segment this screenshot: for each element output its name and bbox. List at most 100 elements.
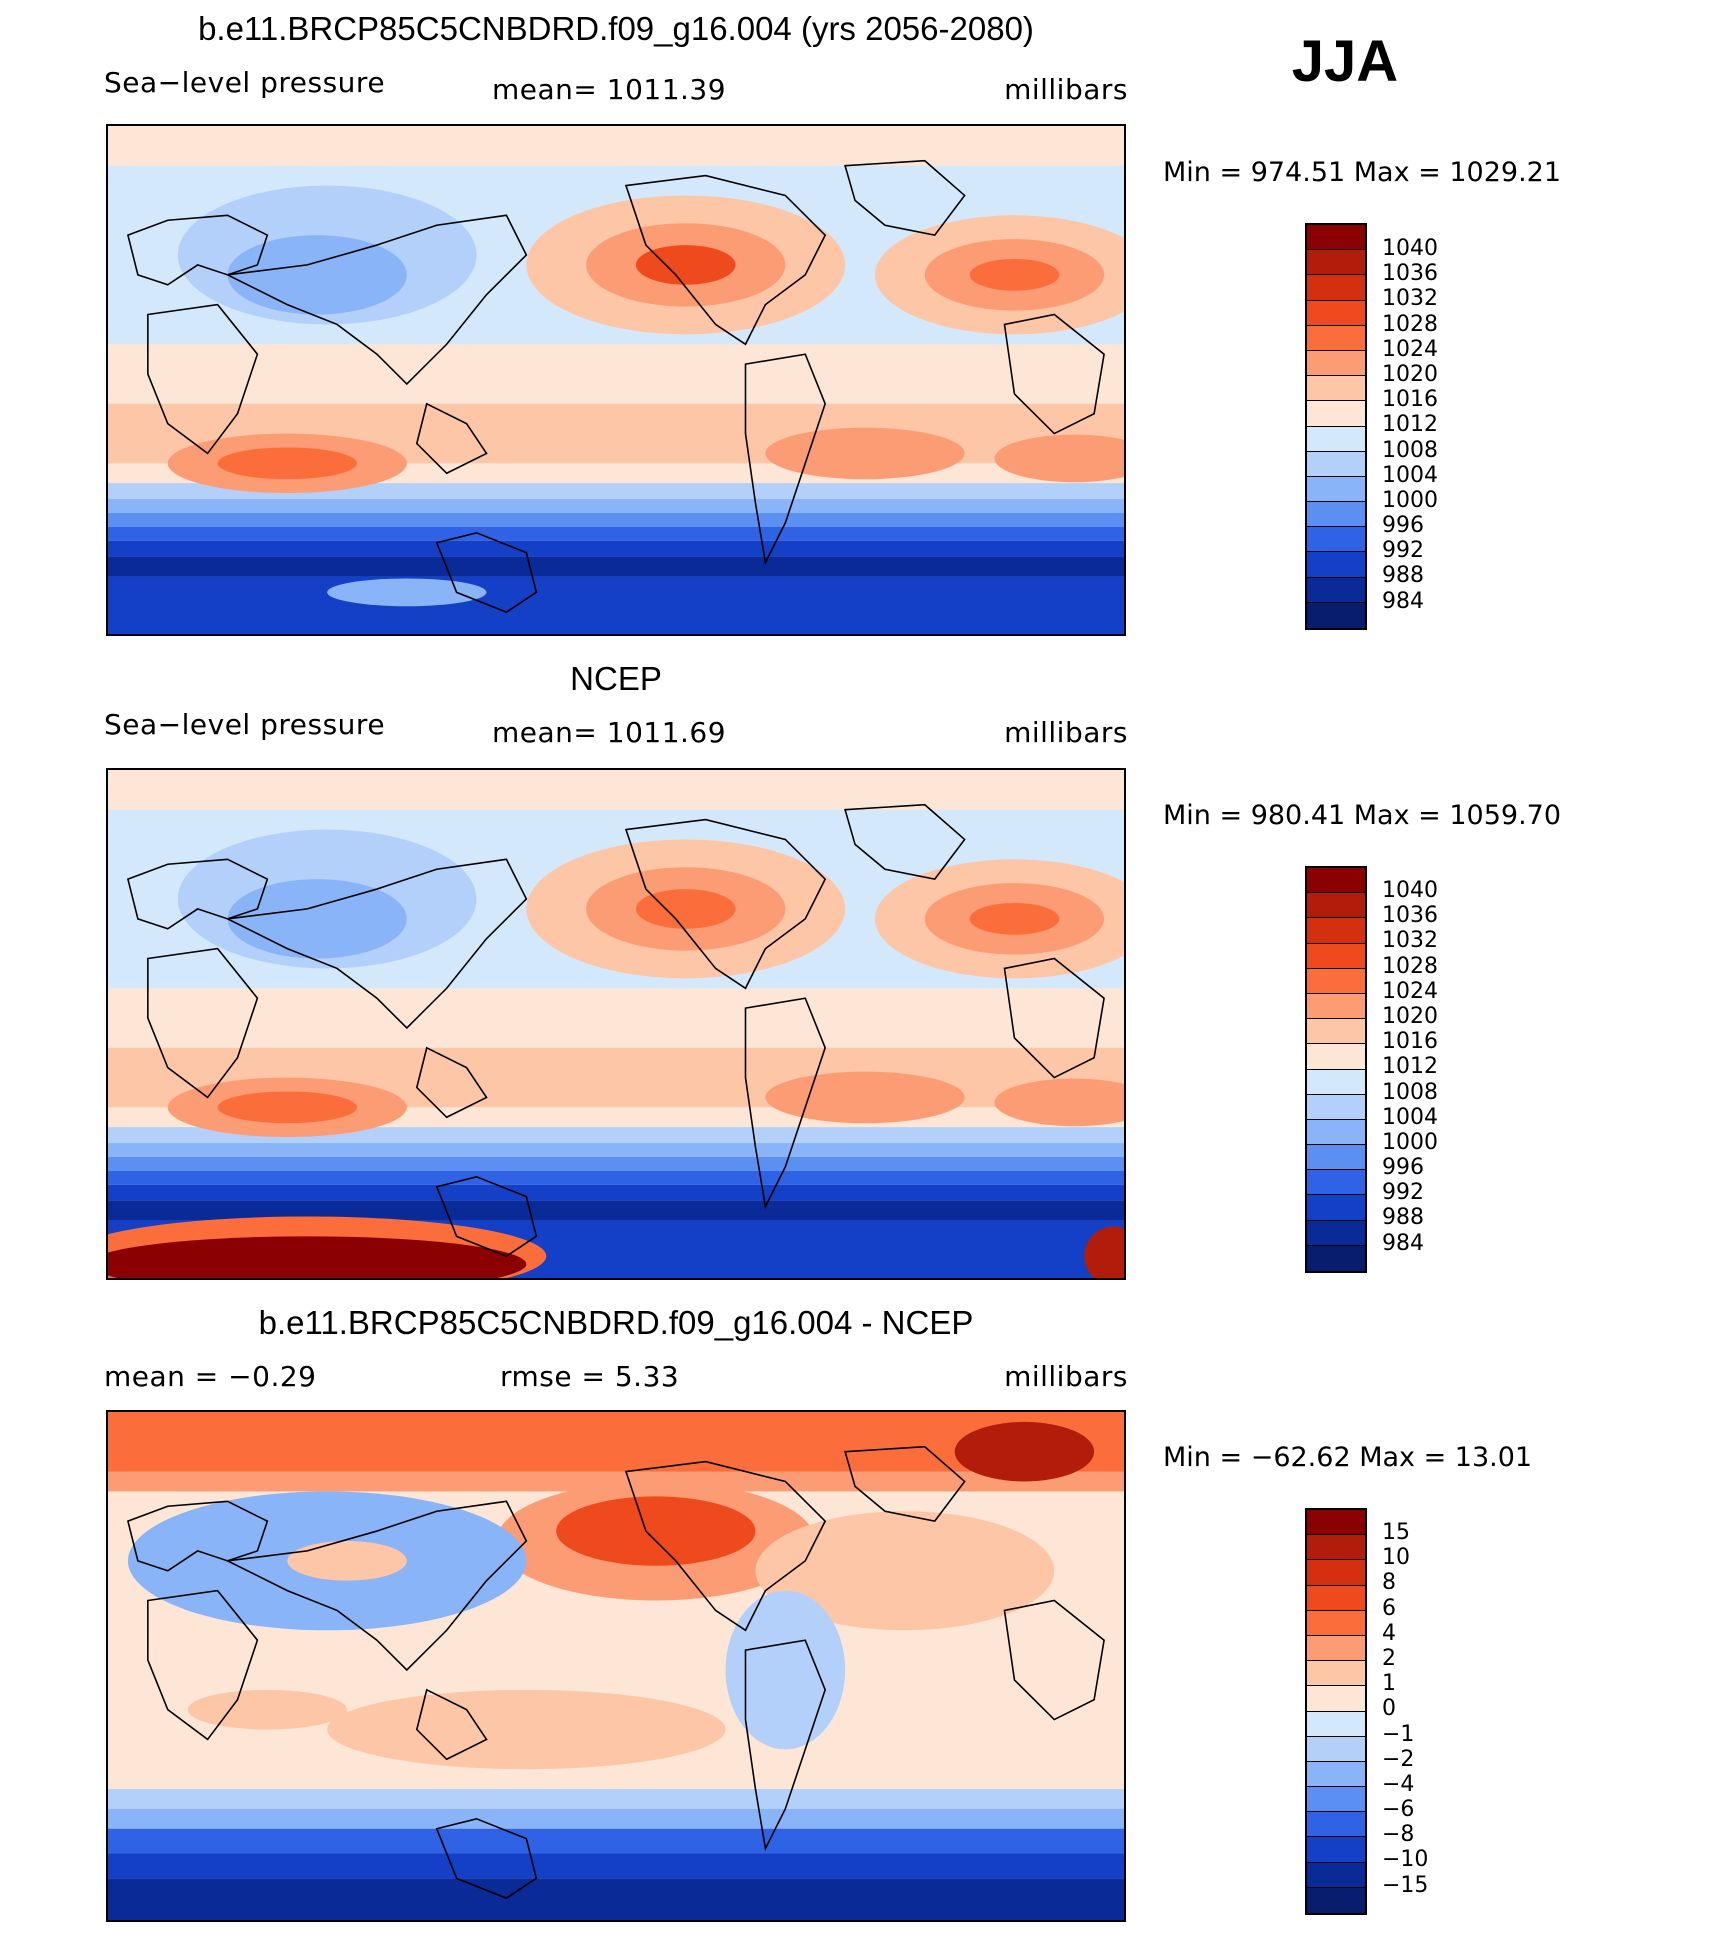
colorbar-swatch — [1307, 968, 1365, 994]
colorbar-tick-label: 2 — [1382, 1645, 1396, 1671]
colorbar-tick-label: 1004 — [1382, 1104, 1438, 1130]
colorbar-tick-label: 4 — [1382, 1620, 1396, 1646]
colorbar-swatch — [1307, 1635, 1365, 1662]
panel-2-title: NCEP — [570, 660, 662, 697]
panel-3-rmse-label: rmse = 5.33 — [500, 1360, 680, 1393]
colorbar-tick-label: 1032 — [1382, 928, 1438, 954]
colorbar-swatch — [1307, 1862, 1365, 1888]
colorbar-tick-label: 1008 — [1382, 437, 1438, 463]
colorbar-tick-label: 988 — [1382, 1205, 1424, 1231]
colorbar-tick-label: 1020 — [1382, 1003, 1438, 1029]
colorbar-swatch — [1307, 993, 1365, 1020]
colorbar-swatch — [1307, 325, 1365, 351]
panel-1-minmax: Min = 974.51 Max = 1029.21 — [1163, 157, 1562, 188]
season-label: JJA — [1291, 29, 1399, 94]
panel-2-minmax: Min = 980.41 Max = 1059.70 — [1163, 800, 1562, 831]
colorbar-swatch — [1307, 1220, 1365, 1246]
colorbar-tick-label: −4 — [1382, 1771, 1415, 1797]
colorbar-swatch — [1307, 1094, 1365, 1120]
panel-2-mean-label: mean= 1011.69 — [492, 716, 727, 749]
colorbar-swatch — [1307, 1069, 1365, 1095]
colorbar-swatch — [1307, 1585, 1365, 1611]
colorbar-tick-label: 992 — [1382, 538, 1424, 564]
colorbar-swatch — [1307, 602, 1365, 628]
colorbar-swatch — [1307, 1119, 1365, 1146]
colorbar-tick-label: −2 — [1382, 1746, 1415, 1772]
panel-2-units-label: millibars — [1004, 716, 1128, 749]
colorbar-tick-label: 1032 — [1382, 286, 1438, 312]
panel-1-mean-label: mean= 1011.39 — [492, 73, 727, 106]
panel-1-colorbar — [1305, 223, 1367, 630]
colorbar-swatch — [1307, 1787, 1365, 1813]
colorbar-tick-label: 1036 — [1382, 903, 1438, 929]
colorbar-tick-label: 988 — [1382, 563, 1424, 589]
colorbar-tick-label: −1 — [1382, 1721, 1415, 1747]
colorbar-swatch — [1307, 225, 1365, 251]
colorbar-swatch — [1307, 1044, 1365, 1070]
colorbar-tick-label: 1028 — [1382, 311, 1438, 337]
colorbar-tick-label: 1012 — [1382, 1054, 1438, 1080]
colorbar-swatch — [1307, 1610, 1365, 1636]
colorbar-swatch — [1307, 502, 1365, 528]
colorbar-swatch — [1307, 868, 1365, 894]
colorbar-swatch — [1307, 1736, 1365, 1762]
panel-3-units-label: millibars — [1004, 1360, 1128, 1393]
colorbar-swatch — [1307, 1711, 1365, 1737]
panel-2-map — [106, 768, 1126, 1280]
colorbar-tick-label: 0 — [1382, 1696, 1396, 1722]
colorbar-swatch — [1307, 250, 1365, 276]
colorbar-tick-label: 1 — [1382, 1671, 1396, 1697]
colorbar-tick-label: −10 — [1382, 1847, 1429, 1873]
colorbar-tick-label: 1040 — [1382, 236, 1438, 261]
colorbar-swatch — [1307, 376, 1365, 402]
colorbar-tick-label: 984 — [1382, 1230, 1424, 1256]
colorbar-swatch — [1307, 426, 1365, 452]
colorbar-swatch — [1307, 1837, 1365, 1863]
colorbar-swatch — [1307, 1245, 1365, 1271]
colorbar-swatch — [1307, 350, 1365, 377]
colorbar-swatch — [1307, 893, 1365, 919]
colorbar-swatch — [1307, 476, 1365, 503]
colorbar-tick-label: −15 — [1382, 1872, 1429, 1898]
colorbar-swatch — [1307, 552, 1365, 578]
colorbar-tick-label: 1040 — [1382, 878, 1438, 903]
colorbar-tick-label: 1036 — [1382, 261, 1438, 287]
colorbar-tick-label: 996 — [1382, 1155, 1424, 1181]
colorbar-swatch — [1307, 1170, 1365, 1196]
colorbar-swatch — [1307, 918, 1365, 944]
colorbar-swatch — [1307, 401, 1365, 427]
panel-1-colorbar-labels: 1040 1036 1032 1028 1024 1020 1016 1012 1008 1004… — [1382, 236, 1438, 614]
colorbar-tick-label: 1016 — [1382, 1029, 1438, 1055]
colorbar-swatch — [1307, 1019, 1365, 1045]
colorbar-tick-label: 1000 — [1382, 1129, 1438, 1155]
colorbar-swatch — [1307, 451, 1365, 477]
panel-1-units-label: millibars — [1004, 73, 1128, 106]
colorbar-swatch — [1307, 275, 1365, 301]
colorbar-tick-label: 1024 — [1382, 978, 1438, 1004]
colorbar-tick-label: 1016 — [1382, 387, 1438, 413]
colorbar-tick-label: 1008 — [1382, 1079, 1438, 1105]
colorbar-swatch — [1307, 1145, 1365, 1171]
colorbar-tick-label: 992 — [1382, 1180, 1424, 1206]
panel-3-title: b.e11.BRCP85C5CNBDRD.f09_g16.004 - NCEP — [258, 1304, 974, 1341]
panel-3-map — [106, 1410, 1126, 1922]
colorbar-tick-label: 6 — [1382, 1595, 1396, 1621]
colorbar-swatch — [1307, 943, 1365, 969]
colorbar-tick-label: −6 — [1382, 1797, 1415, 1823]
panel-3-colorbar-labels: 15 10 8 6 4 2 1 0 −1 −2 −4 −6 −8 −10 −15 — [1382, 1520, 1428, 1898]
colorbar-swatch — [1307, 1560, 1365, 1586]
colorbar-tick-label: 1004 — [1382, 462, 1438, 488]
colorbar-tick-label: 1028 — [1382, 953, 1438, 979]
colorbar-swatch — [1307, 1686, 1365, 1712]
panel-2-colorbar — [1305, 866, 1367, 1273]
colorbar-tick-label: 984 — [1382, 588, 1424, 614]
colorbar-tick-label: 1000 — [1382, 487, 1438, 513]
panel-3-colorbar — [1305, 1508, 1367, 1915]
panel-2-variable-label: Sea−level pressure — [104, 708, 386, 741]
colorbar-tick-label: 1020 — [1382, 361, 1438, 387]
panel-1-map — [106, 124, 1126, 636]
colorbar-swatch — [1307, 527, 1365, 553]
colorbar-tick-label: 8 — [1382, 1570, 1396, 1596]
colorbar-tick-label: 15 — [1382, 1520, 1410, 1545]
colorbar-tick-label: 1012 — [1382, 412, 1438, 438]
